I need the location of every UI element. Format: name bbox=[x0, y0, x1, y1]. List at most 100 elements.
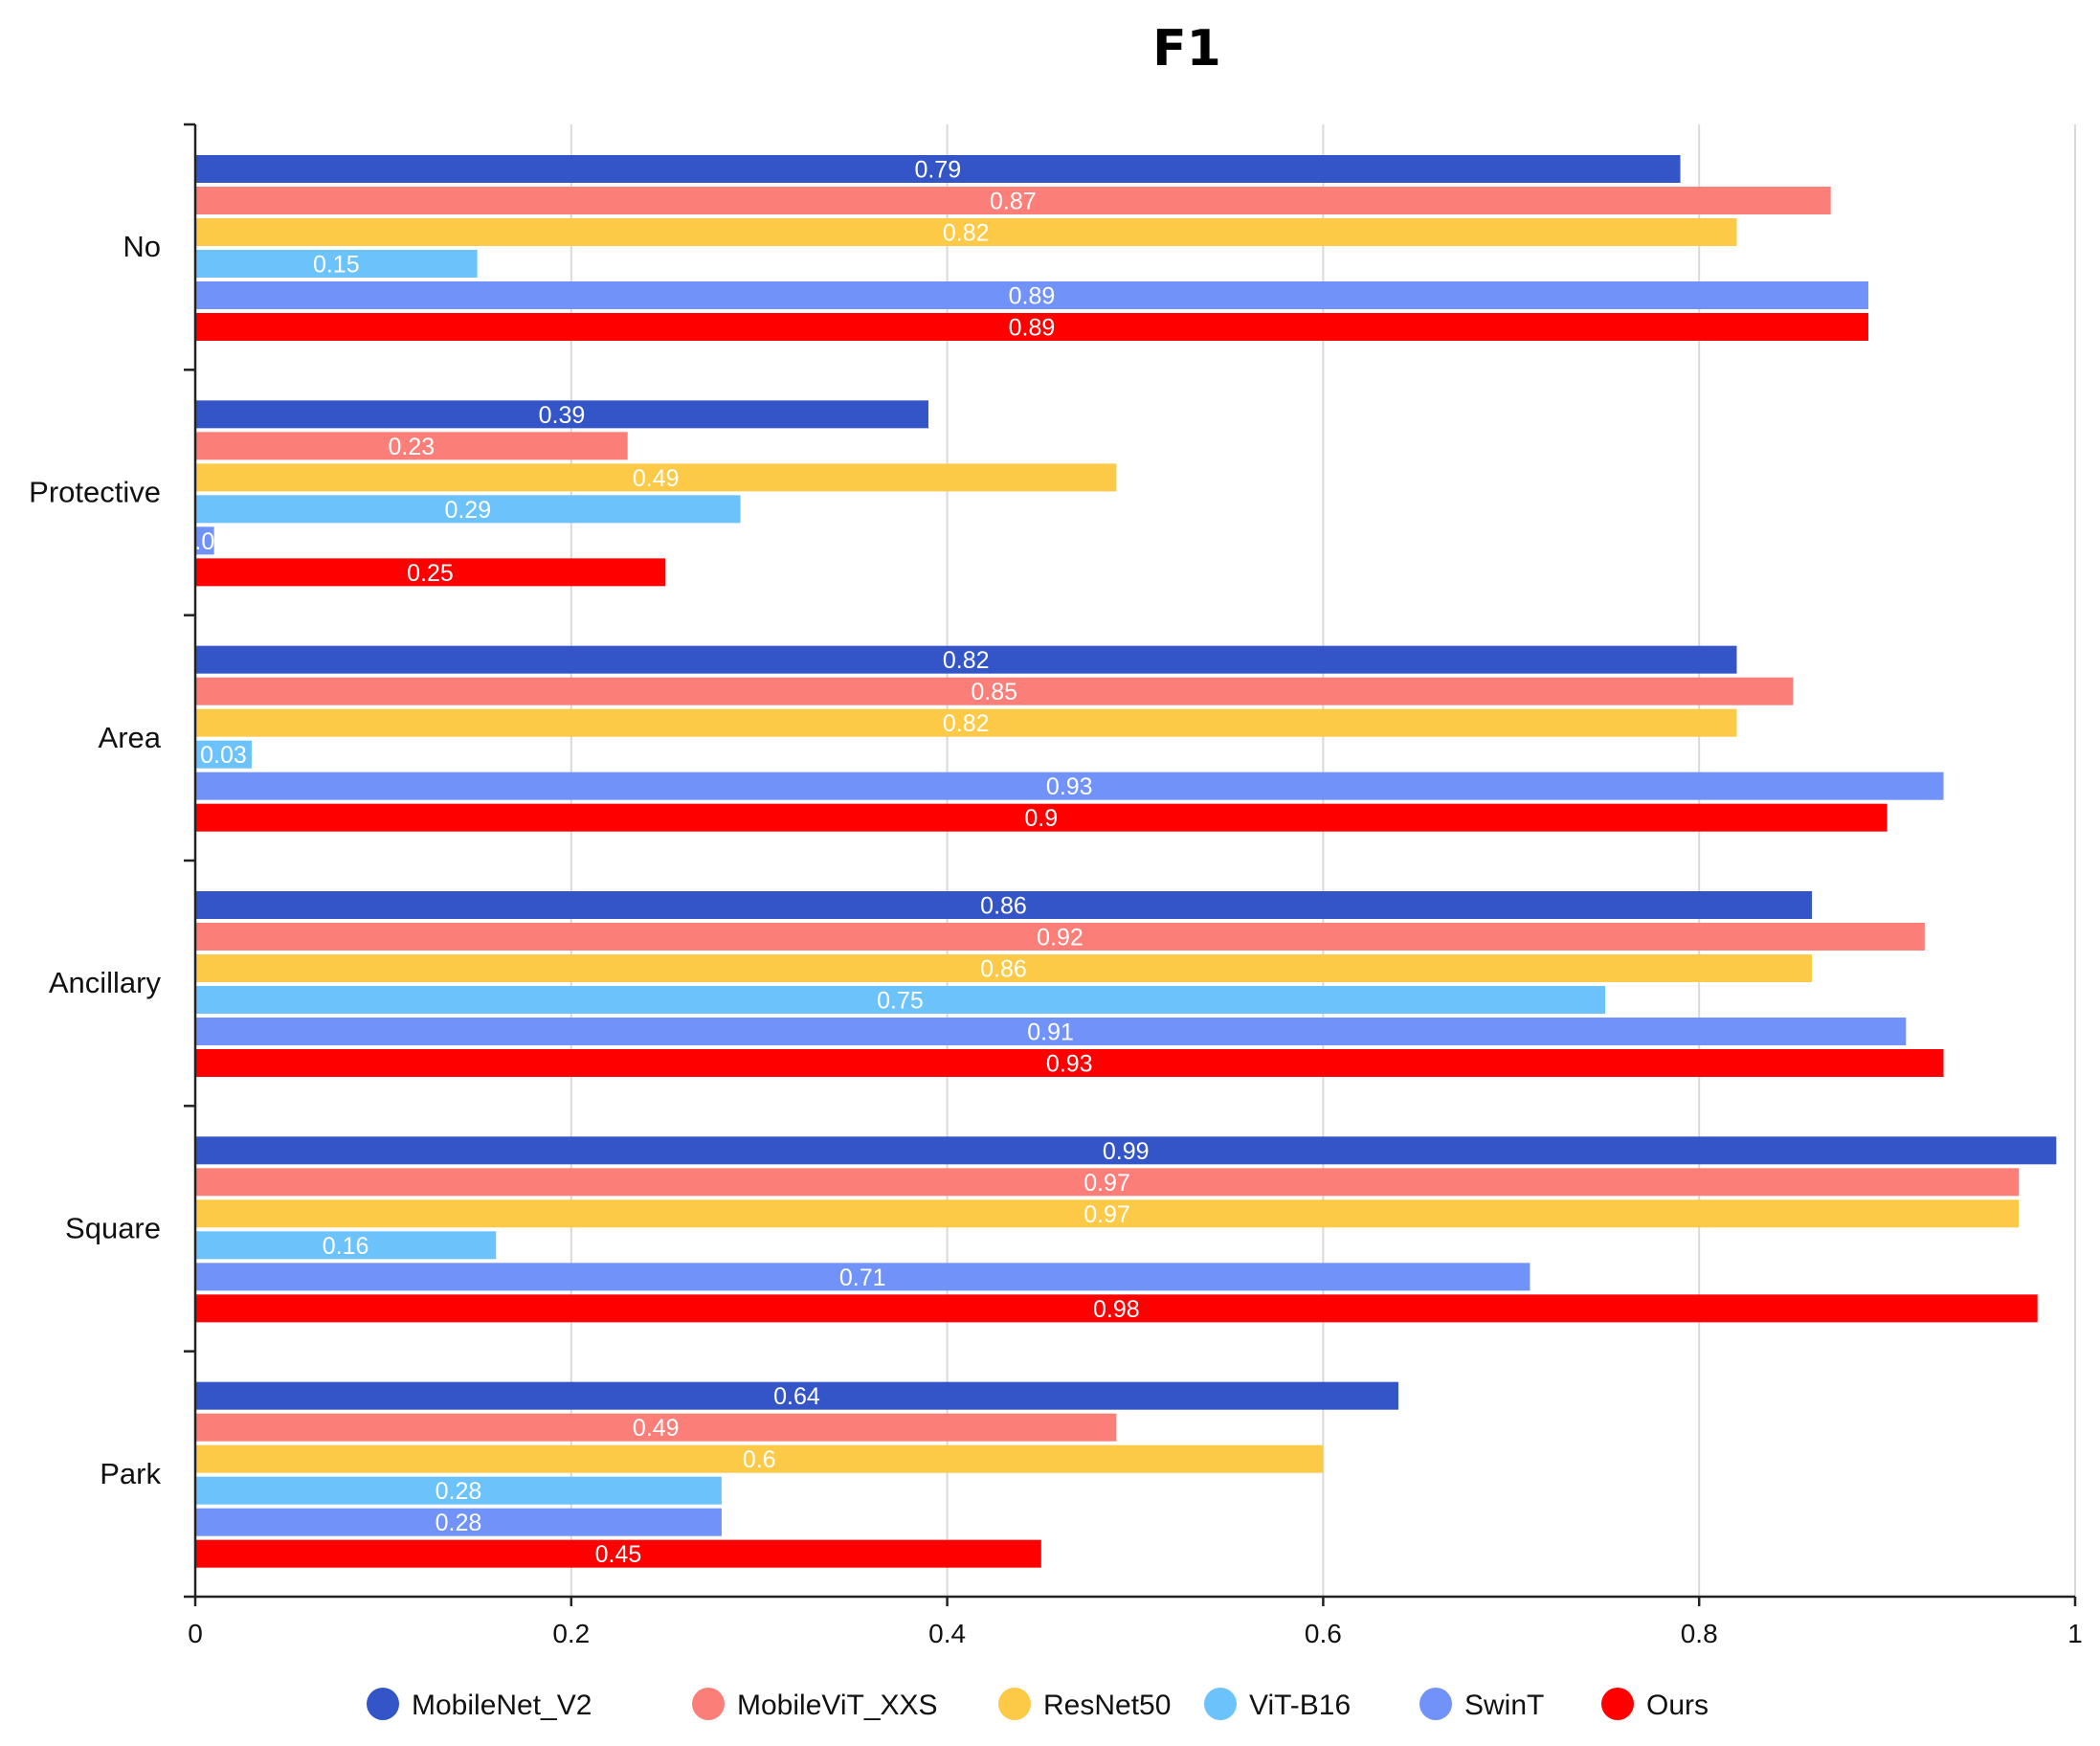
x-tick-label: 0.4 bbox=[928, 1619, 966, 1648]
bar-value-label: 0.89 bbox=[1009, 283, 1056, 310]
bar bbox=[195, 281, 1868, 309]
legend-label: ViT-B16 bbox=[1249, 1690, 1351, 1721]
bar bbox=[195, 708, 1737, 737]
bar-value-label: 0.98 bbox=[1093, 1296, 1140, 1323]
bar-value-label: 0.49 bbox=[633, 465, 680, 492]
legend-marker bbox=[367, 1688, 399, 1720]
bar-value-label: 0.28 bbox=[436, 1478, 482, 1505]
bar-value-label: 0.71 bbox=[839, 1265, 886, 1291]
bar bbox=[195, 803, 1888, 832]
bar-value-label: 0.03 bbox=[200, 742, 247, 769]
bar-value-label: 0.16 bbox=[323, 1233, 369, 1260]
category-label: Ancillary bbox=[49, 966, 162, 999]
bar bbox=[195, 1294, 2038, 1323]
bar-value-label: 0.01 bbox=[181, 528, 228, 555]
bar bbox=[195, 1413, 1117, 1442]
bar bbox=[195, 250, 478, 278]
bar-value-label: 0.91 bbox=[1027, 1019, 1074, 1046]
bar-value-label: 0.89 bbox=[1009, 315, 1056, 342]
bar bbox=[195, 891, 1813, 919]
bar bbox=[195, 218, 1737, 246]
bar-value-label: 0.28 bbox=[436, 1510, 482, 1536]
legend-marker bbox=[1601, 1688, 1634, 1720]
bar-value-label: 0.29 bbox=[444, 497, 491, 524]
bar bbox=[195, 1018, 1907, 1045]
x-tick-label: 0.2 bbox=[552, 1619, 590, 1648]
bar bbox=[195, 1199, 2020, 1228]
bar bbox=[195, 432, 628, 460]
grid-lines bbox=[570, 124, 2076, 1597]
bar bbox=[195, 923, 1925, 951]
legend: MobileNet_V2 MobileViT_XXS ResNet50 ViT-B16… bbox=[367, 1688, 1709, 1721]
bar-value-label: 0.9 bbox=[1024, 805, 1058, 832]
bar bbox=[195, 313, 1868, 341]
legend-marker bbox=[1204, 1688, 1237, 1720]
bar bbox=[195, 1049, 1944, 1077]
bar bbox=[195, 986, 1605, 1014]
bar-value-label: 0.49 bbox=[633, 1415, 680, 1442]
bar bbox=[195, 1263, 1530, 1291]
bar bbox=[195, 645, 1737, 674]
bar bbox=[195, 526, 214, 555]
bar-value-label: 0.64 bbox=[773, 1383, 820, 1410]
x-tick-label: 0 bbox=[188, 1619, 203, 1648]
bar-value-label: 0.15 bbox=[313, 252, 360, 279]
bar bbox=[195, 1168, 2020, 1197]
legend-label: MobileNet_V2 bbox=[412, 1690, 592, 1721]
bar-value-label: 0.93 bbox=[1046, 1051, 1093, 1078]
legend-label: SwinT bbox=[1464, 1690, 1544, 1721]
bar bbox=[195, 677, 1794, 705]
category-label: No bbox=[123, 230, 161, 263]
legend-marker bbox=[998, 1688, 1031, 1720]
bar bbox=[195, 558, 665, 587]
bar-value-label: 0.99 bbox=[1103, 1138, 1150, 1165]
bar-value-label: 0.86 bbox=[980, 956, 1027, 983]
legend-marker bbox=[692, 1688, 725, 1720]
bar bbox=[195, 463, 1117, 492]
bar-value-label: 0.82 bbox=[943, 647, 990, 674]
bars: 0.790.870.820.150.890.890.390.230.490.29… bbox=[181, 155, 2057, 1568]
bar bbox=[195, 1444, 1324, 1473]
bar bbox=[195, 1136, 2057, 1165]
bar-value-label: 0.82 bbox=[943, 710, 990, 737]
category-label: Area bbox=[99, 721, 162, 754]
bar-value-label: 0.75 bbox=[877, 988, 924, 1015]
bar-value-label: 0.92 bbox=[1037, 925, 1084, 951]
bar-value-label: 0.79 bbox=[914, 157, 961, 184]
bar bbox=[195, 1476, 722, 1505]
legend-label: ResNet50 bbox=[1043, 1690, 1171, 1721]
bar-value-label: 0.85 bbox=[971, 679, 1017, 705]
bar-value-label: 0.82 bbox=[943, 220, 990, 247]
x-tick-label: 1 bbox=[2067, 1619, 2083, 1648]
category-label: Square bbox=[65, 1212, 161, 1245]
bar bbox=[195, 1231, 497, 1260]
bar-value-label: 0.97 bbox=[1084, 1170, 1130, 1197]
bar-value-label: 0.93 bbox=[1046, 773, 1093, 800]
x-tick-label: 0.6 bbox=[1305, 1619, 1342, 1648]
legend-label: Ours bbox=[1646, 1690, 1709, 1721]
bar-value-label: 0.39 bbox=[539, 402, 586, 429]
bar-value-label: 0.6 bbox=[743, 1446, 776, 1473]
category-label: Park bbox=[100, 1457, 161, 1490]
x-tick-label: 0.8 bbox=[1681, 1619, 1718, 1648]
bar bbox=[195, 1508, 722, 1536]
bar bbox=[195, 187, 1831, 214]
bar bbox=[195, 155, 1681, 183]
bar-value-label: 0.23 bbox=[389, 434, 436, 460]
legend-marker bbox=[1419, 1688, 1452, 1720]
chart-title: F1 bbox=[1152, 20, 1221, 78]
bar bbox=[195, 495, 741, 524]
bar-value-label: 0.86 bbox=[980, 893, 1027, 920]
legend-label: MobileViT_XXS bbox=[737, 1690, 938, 1721]
bar bbox=[195, 772, 1944, 800]
bar-value-label: 0.25 bbox=[407, 560, 454, 587]
bar bbox=[195, 1539, 1041, 1568]
bar-value-label: 0.97 bbox=[1084, 1201, 1130, 1228]
axes: 0 0.2 0.4 0.6 0.8 1 No Protective Area Ancillary S… bbox=[29, 123, 2083, 1648]
bar bbox=[195, 954, 1813, 982]
category-label: Protective bbox=[29, 476, 161, 509]
bar-value-label: 0.87 bbox=[990, 189, 1037, 215]
bar bbox=[195, 740, 252, 769]
bar bbox=[195, 1381, 1398, 1410]
